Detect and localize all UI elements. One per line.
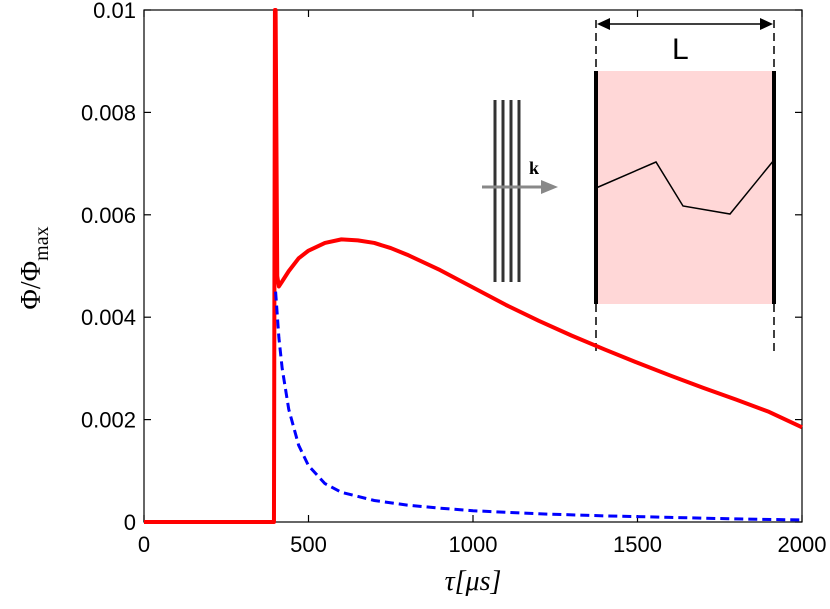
y-tick-label: 0.008 bbox=[81, 100, 136, 125]
x-axis-label: τ[μs] bbox=[445, 566, 502, 597]
x-tick-label: 500 bbox=[290, 532, 327, 557]
x-axis-ticks: 0 500 1000 1500 2000 bbox=[138, 10, 827, 557]
y-tick-label: 0.006 bbox=[81, 203, 136, 228]
y-axis-ticks: 0 0.002 0.004 0.006 0.008 0.01 bbox=[81, 0, 802, 535]
x-tick-label: 0 bbox=[138, 532, 150, 557]
y-axis-label: Φ/Φmax bbox=[16, 226, 53, 309]
inset-profile-line bbox=[595, 159, 775, 215]
inset-length-arrowhead-left bbox=[597, 18, 610, 30]
y-tick-label: 0.002 bbox=[81, 408, 136, 433]
series-line-2 bbox=[274, 291, 803, 522]
y-tick-label: 0 bbox=[124, 510, 136, 535]
inset-length-arrowhead-right bbox=[760, 18, 773, 30]
inset-wave-vector-label: k bbox=[529, 158, 539, 178]
inset-slab bbox=[596, 71, 774, 304]
series-line-1 bbox=[144, 8, 803, 524]
inset-wave-vector-arrowhead bbox=[541, 180, 558, 194]
inset-length-label: L bbox=[672, 33, 689, 66]
y-tick-label: 0.01 bbox=[93, 0, 136, 23]
x-tick-label: 1000 bbox=[449, 532, 498, 557]
x-tick-label: 2000 bbox=[778, 532, 827, 557]
series-layer bbox=[144, 8, 803, 524]
inset-illustration: L k bbox=[482, 18, 776, 352]
y-tick-label: 0.004 bbox=[81, 305, 136, 330]
x-tick-label: 1500 bbox=[613, 532, 662, 557]
